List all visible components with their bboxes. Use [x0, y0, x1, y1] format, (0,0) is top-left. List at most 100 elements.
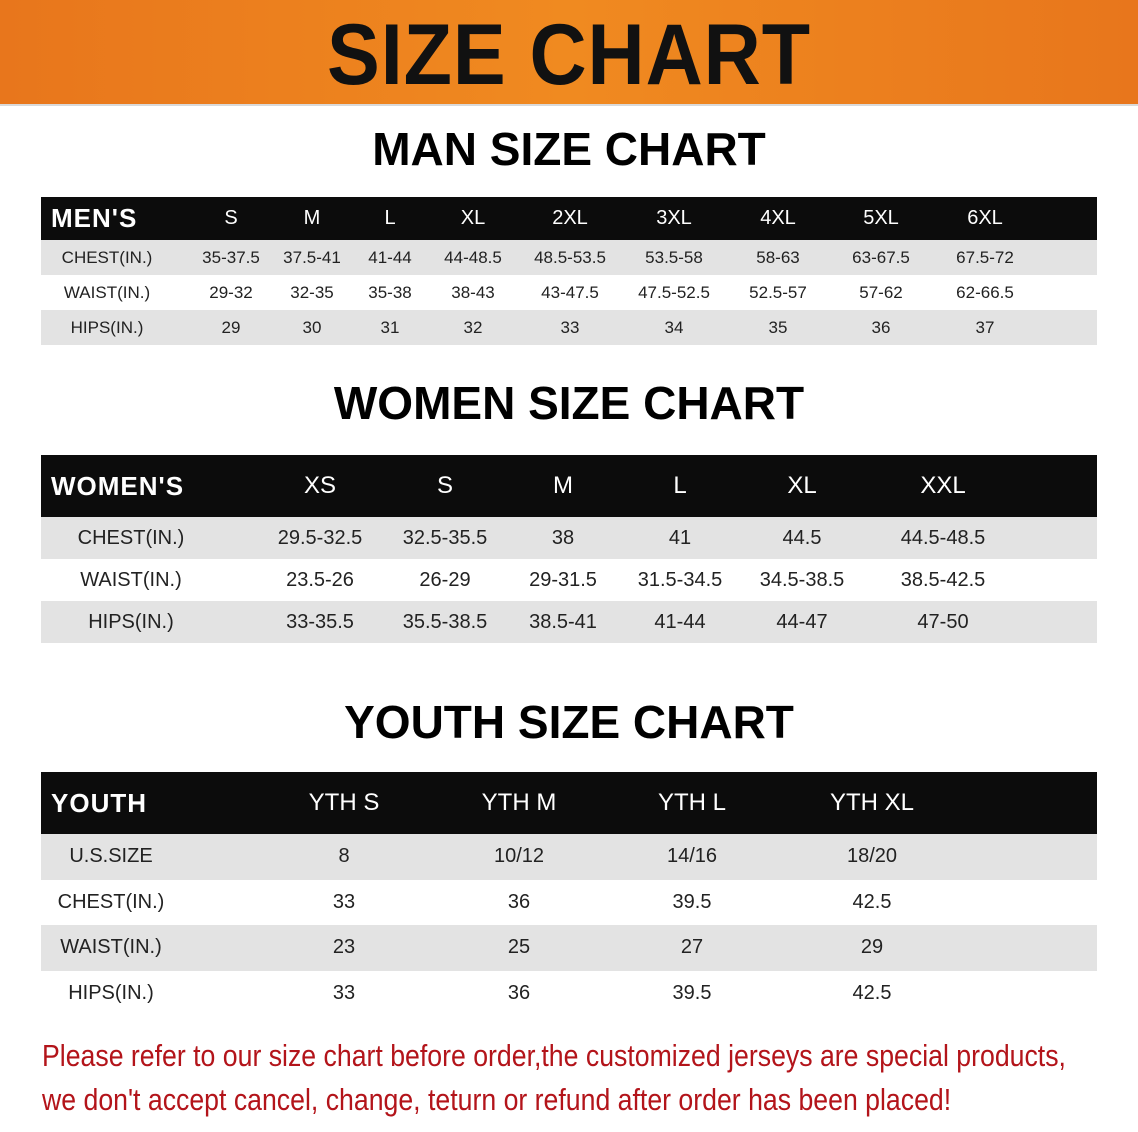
- row-label: WAIST(IN.): [63, 282, 151, 302]
- table-cell: 44-48.5: [444, 247, 502, 267]
- table-cell: 31.5-34.5: [637, 568, 723, 591]
- table-row: WAIST(IN.) 23 25 27 29: [41, 925, 1097, 971]
- table-cell: 35.5-38.5: [402, 610, 488, 633]
- table-cell: 53.5-58: [645, 247, 703, 267]
- banner: SIZE CHART: [0, 0, 1138, 106]
- table-cell: 38-43: [451, 282, 495, 302]
- table-row: HIPS(IN.) 33-35.5 35.5-38.5 38.5-41 41-44 44-…: [41, 601, 1097, 643]
- table-cell: 8: [338, 845, 350, 868]
- row-label: CHEST(IN.): [77, 526, 185, 549]
- table-row: WAIST(IN.) 23.5-26 26-29 29-31.5 31.5-34.5 34…: [41, 559, 1097, 601]
- table-cell: 23.5-26: [286, 568, 354, 591]
- notice-line-2: we don't accept cancel, change, teturn o…: [42, 1082, 952, 1117]
- table-cell: 30: [302, 317, 322, 337]
- table-cell: 37.5-41: [283, 247, 341, 267]
- table-cell: 33-35.5: [286, 610, 354, 633]
- table-corner-label: MEN'S: [51, 203, 138, 233]
- table-cell: 58-63: [756, 247, 800, 267]
- size-header: XL: [460, 207, 486, 229]
- table-cell: 29-31.5: [529, 568, 597, 591]
- table-cell: 44.5-48.5: [900, 526, 986, 549]
- youth-section-title: YOUTH SIZE CHART: [344, 696, 794, 748]
- table-cell: 29: [221, 317, 241, 337]
- table-cell: 41-44: [654, 610, 706, 633]
- table-cell: 44.5: [782, 526, 822, 549]
- table-cell: 25: [507, 936, 531, 959]
- row-label: WAIST(IN.): [60, 936, 162, 959]
- table-cell: 32.5-35.5: [402, 526, 488, 549]
- women-size-table: WOMEN'S XS S M L XL XXL CHEST(IN.) 29.5-32.5 32.5…: [41, 455, 1097, 643]
- size-header: M: [303, 207, 321, 229]
- youth-size-table: YOUTH YTH S YTH M YTH L YTH XL U.S.SIZE 8 10/12…: [41, 772, 1097, 1016]
- table-cell: 32-35: [290, 282, 334, 302]
- size-header: S: [224, 207, 238, 229]
- table-cell: 34: [664, 317, 684, 337]
- table-cell: 29: [860, 936, 884, 959]
- table-cell: 33: [332, 981, 356, 1004]
- size-header: YTH M: [481, 789, 557, 816]
- table-cell: 44-47: [776, 610, 828, 633]
- size-header: 6XL: [967, 207, 1003, 229]
- size-header: 3XL: [656, 207, 692, 229]
- size-header: YTH XL: [829, 789, 915, 816]
- size-header: YTH L: [657, 789, 727, 816]
- size-header: L: [384, 207, 396, 229]
- table-cell: 10/12: [493, 845, 545, 868]
- table-cell: 29.5-32.5: [277, 526, 363, 549]
- size-header: M: [553, 472, 573, 499]
- table-cell: 33: [332, 890, 356, 913]
- row-label: CHEST(IN.): [57, 890, 165, 913]
- table-cell: 34.5-38.5: [759, 568, 845, 591]
- table-cell: 62-66.5: [956, 282, 1014, 302]
- table-cell: 36: [507, 981, 531, 1004]
- men-size-table: MEN'S S M L XL 2XL 3XL 4XL 5XL 6XL CHEST(IN.) 35-37…: [41, 197, 1097, 345]
- table-cell: 38.5-42.5: [900, 568, 986, 591]
- table-cell: 42.5: [852, 981, 892, 1004]
- men-section-title: MAN SIZE CHART: [372, 123, 766, 175]
- table-cell: 36: [507, 890, 531, 913]
- table-cell: 29-32: [209, 282, 253, 302]
- table-cell: 38.5-41: [529, 610, 597, 633]
- row-label: HIPS(IN.): [88, 610, 174, 633]
- table-corner-label: WOMEN'S: [51, 470, 185, 501]
- table-cell: 52.5-57: [749, 282, 807, 302]
- size-header: L: [673, 472, 687, 499]
- table-cell: 47.5-52.5: [638, 282, 710, 302]
- table-cell: 38: [551, 526, 575, 549]
- size-header: XXL: [920, 472, 966, 499]
- table-row: CHEST(IN.) 33 36 39.5 42.5: [41, 879, 1097, 925]
- size-header: 2XL: [552, 207, 588, 229]
- table-row: HIPS(IN.) 33 36 39.5 42.5: [41, 970, 1097, 1016]
- header-row: YOUTH YTH S YTH M YTH L YTH XL: [41, 772, 1097, 834]
- size-header: XS: [303, 472, 337, 499]
- table-cell: 57-62: [859, 282, 903, 302]
- table-cell: 26-29: [419, 568, 471, 591]
- table-cell: 48.5-53.5: [534, 247, 606, 267]
- size-header: 5XL: [863, 207, 899, 229]
- notice-line-1: Please refer to our size chart before or…: [42, 1038, 1066, 1073]
- table-corner-label: YOUTH: [51, 787, 147, 818]
- row-label: WAIST(IN.): [80, 568, 182, 591]
- size-header: 4XL: [760, 207, 796, 229]
- table-row: WAIST(IN.) 29-32 32-35 35-38 38-43 43-47.5 47.…: [41, 275, 1097, 310]
- row-label: HIPS(IN.): [68, 981, 154, 1004]
- table-cell: 47-50: [917, 610, 969, 633]
- table-cell: 37: [975, 317, 995, 337]
- table-cell: 18/20: [846, 845, 898, 868]
- table-cell: 32: [463, 317, 483, 337]
- women-section-title: WOMEN SIZE CHART: [333, 377, 805, 429]
- row-label: HIPS(IN.): [70, 317, 144, 337]
- table-row: CHEST(IN.) 29.5-32.5 32.5-35.5 38 41 44.5 44.5…: [41, 517, 1097, 559]
- table-cell: 35: [768, 317, 788, 337]
- table-cell: 42.5: [852, 890, 892, 913]
- table-cell: 35-38: [368, 282, 412, 302]
- table-cell: 36: [871, 317, 891, 337]
- table-cell: 43-47.5: [541, 282, 599, 302]
- row-label: U.S.SIZE: [69, 845, 153, 868]
- table-cell: 33: [560, 317, 580, 337]
- header-row: MEN'S S M L XL 2XL 3XL 4XL 5XL 6XL: [41, 197, 1097, 240]
- row-label: CHEST(IN.): [61, 247, 153, 267]
- table-cell: 27: [680, 936, 704, 959]
- size-header: S: [436, 472, 454, 499]
- table-cell: 67.5-72: [956, 247, 1014, 267]
